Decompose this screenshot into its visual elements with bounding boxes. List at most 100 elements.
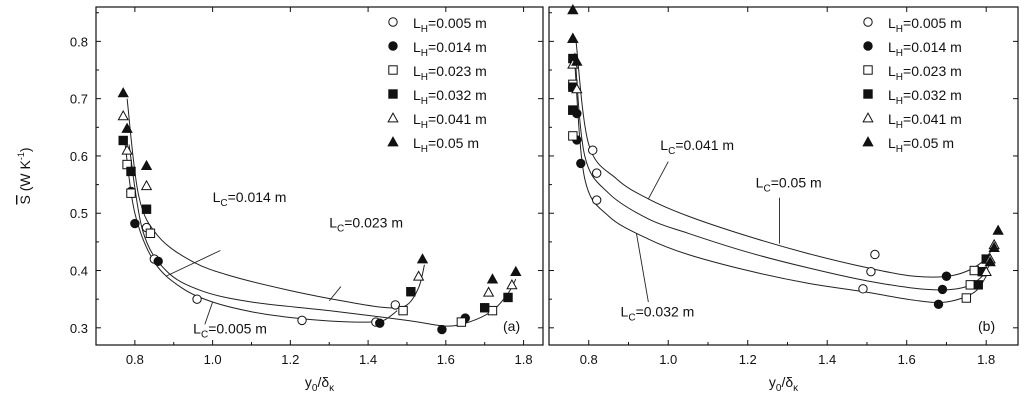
legend-label: LH=0.005 m bbox=[888, 15, 962, 35]
data-point bbox=[126, 188, 136, 198]
annotation-prefix: L bbox=[756, 174, 764, 190]
legend-marker bbox=[388, 17, 398, 27]
data-point bbox=[479, 303, 490, 313]
legend-sub: H bbox=[896, 144, 903, 155]
legend-prefix: L bbox=[888, 63, 896, 79]
legend-text: =0.005 m bbox=[903, 15, 962, 31]
fit-curve bbox=[126, 98, 425, 309]
data-point bbox=[482, 286, 495, 297]
data-point bbox=[858, 284, 868, 294]
x-tick-label: 1.2 bbox=[739, 352, 757, 367]
y-tick-label: 0.4 bbox=[70, 264, 88, 279]
data-point bbox=[568, 131, 578, 141]
x-tick-label: 1.0 bbox=[659, 352, 677, 367]
ylabel-close: ) bbox=[17, 147, 33, 152]
data-point bbox=[973, 280, 983, 290]
legend-label: LH=0.014 m bbox=[888, 39, 962, 59]
y-tick-label: 0.8 bbox=[70, 34, 88, 49]
annotation-text: =0.023 m bbox=[344, 215, 403, 231]
data-point bbox=[980, 265, 992, 277]
data-point bbox=[988, 241, 1000, 252]
legend-sub: H bbox=[421, 96, 428, 107]
legend-prefix: L bbox=[413, 15, 421, 31]
data-point bbox=[486, 273, 499, 284]
annotation-leader bbox=[165, 250, 221, 277]
x-tick-label: 1.4 bbox=[359, 352, 377, 367]
legend-text: =0.041 m bbox=[903, 111, 962, 127]
legend-sub: H bbox=[421, 48, 428, 59]
data-point bbox=[588, 145, 598, 155]
x-tick-label: 1.6 bbox=[437, 352, 455, 367]
legend-label: LH=0.05 m bbox=[413, 135, 479, 155]
data-point bbox=[866, 266, 876, 277]
data-point bbox=[130, 218, 140, 229]
data-point bbox=[591, 168, 602, 178]
data-point bbox=[567, 4, 579, 15]
annotation-prefix: L bbox=[213, 189, 221, 205]
curve-annotation: LC=0.005 m bbox=[193, 321, 267, 341]
legend-sub: H bbox=[421, 144, 428, 155]
x-tick-label: 1.8 bbox=[515, 352, 533, 367]
fit-curve bbox=[575, 41, 997, 278]
data-point bbox=[398, 305, 408, 316]
data-point bbox=[406, 287, 416, 297]
annotation-text: =0.014 m bbox=[228, 189, 287, 205]
data-point bbox=[117, 87, 129, 98]
legend-text: =0.023 m bbox=[903, 63, 962, 79]
fit-curve bbox=[574, 52, 993, 291]
curve-annotation: LC=0.023 m bbox=[329, 215, 403, 235]
legend-marker bbox=[388, 65, 398, 75]
data-point bbox=[591, 195, 602, 205]
annotation-sub: C bbox=[628, 312, 635, 323]
x-tick-label: 0.8 bbox=[580, 352, 598, 367]
y-axis-label: S (W K-1) bbox=[16, 147, 33, 204]
legend-label: LH=0.032 m bbox=[413, 87, 487, 107]
legend-prefix: L bbox=[413, 63, 421, 79]
plot-frame bbox=[548, 6, 1019, 346]
panel-label: (b) bbox=[978, 318, 995, 334]
legend-prefix: L bbox=[888, 111, 896, 127]
data-point bbox=[576, 158, 586, 169]
data-point bbox=[937, 284, 948, 295]
legend-sub: H bbox=[896, 24, 903, 35]
legend-prefix: L bbox=[888, 87, 896, 103]
data-point bbox=[412, 270, 425, 281]
annotation-prefix: L bbox=[621, 303, 629, 319]
legend-marker bbox=[862, 136, 874, 147]
x-tick-label: 1.4 bbox=[818, 352, 836, 367]
data-point bbox=[456, 317, 467, 327]
panel-b: 0.8 1.0 1.2 1.4 1.6 1.8LC=0.041 mLC=0.05 mLC=… bbox=[548, 4, 1019, 394]
x-tick-label: 1.8 bbox=[977, 352, 995, 367]
legend-text: =0.014 m bbox=[903, 39, 962, 55]
legend-marker bbox=[388, 89, 398, 99]
annotation-prefix: L bbox=[329, 215, 337, 231]
y-tick-label: 0.5 bbox=[70, 206, 88, 221]
curve-annotation: LC=0.05 m bbox=[756, 174, 822, 194]
panel-label: (a) bbox=[503, 318, 520, 334]
data-point bbox=[118, 135, 128, 146]
data-point bbox=[437, 324, 447, 335]
annotation-text: =0.041 m bbox=[675, 137, 734, 153]
x-axis-label: y0/δκ bbox=[305, 374, 335, 394]
data-point bbox=[969, 265, 979, 276]
data-point bbox=[992, 224, 1004, 235]
x-tick-label: 1.2 bbox=[281, 352, 299, 367]
data-point bbox=[571, 55, 583, 66]
legend-sub: H bbox=[896, 48, 903, 59]
legend-marker bbox=[387, 112, 399, 123]
data-point bbox=[941, 271, 952, 281]
xlabel-main: y bbox=[305, 374, 312, 390]
legend-label: LH=0.041 m bbox=[888, 111, 962, 131]
annotation-sub: C bbox=[220, 198, 227, 209]
legend-label: LH=0.023 m bbox=[413, 63, 487, 83]
data-point bbox=[297, 315, 307, 326]
data-point bbox=[510, 265, 522, 277]
annotation-leader bbox=[328, 286, 342, 302]
annotation-text: =0.032 m bbox=[636, 303, 695, 319]
ylabel-sup: -1 bbox=[16, 152, 26, 160]
x-tick-label: 1.6 bbox=[898, 352, 916, 367]
data-point bbox=[192, 294, 202, 304]
legend-marker bbox=[387, 136, 399, 147]
fit-curve bbox=[574, 64, 987, 304]
legend-text: =0.05 m bbox=[428, 135, 479, 151]
